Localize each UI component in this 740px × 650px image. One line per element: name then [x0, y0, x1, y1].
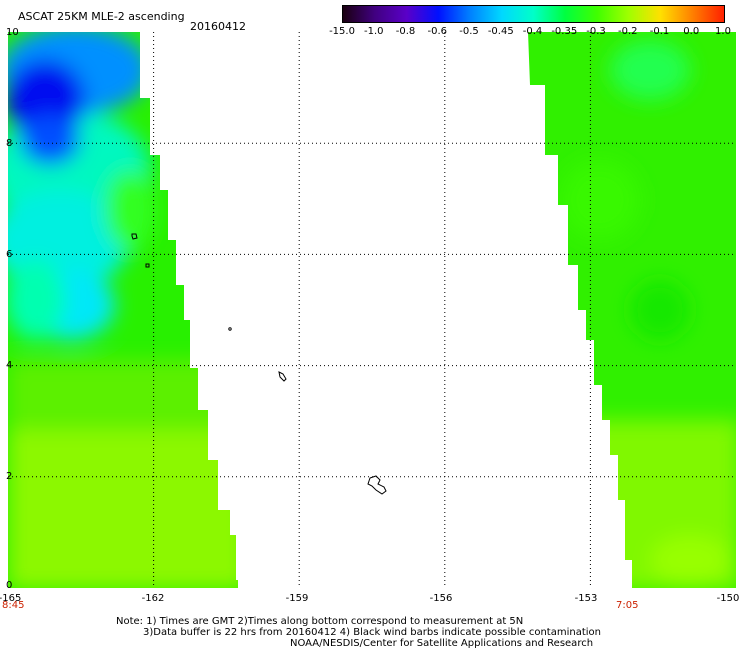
colorbar-label: -15.0: [329, 26, 355, 37]
island-outline: [228, 327, 232, 331]
colorbar-label: -0.2: [617, 26, 638, 37]
colorbar-label: -0.35: [551, 26, 578, 37]
lat-label-6: 6: [6, 249, 13, 260]
note-line-1: Note: 1) Times are GMT 2)Times along bot…: [116, 616, 524, 627]
island-outline: [367, 475, 387, 495]
lat-label-4: 4: [6, 360, 13, 371]
islands: [131, 233, 387, 495]
map-date: 20160412: [190, 20, 246, 33]
note-line-2: 3)Data buffer is 22 hrs from 20160412 4)…: [143, 627, 601, 638]
lon-label-150: -150: [716, 593, 740, 604]
lat-label-2: 2: [6, 471, 13, 482]
lat-label-0: 0: [6, 580, 13, 591]
colorbar-label: -0.1: [649, 26, 670, 37]
lon-label-159: -159: [285, 593, 309, 604]
lat-label-10: 10: [6, 27, 19, 38]
lat-lon-grid: [8, 32, 736, 588]
colorbar-label: 1.0: [715, 26, 731, 37]
swath-time-left: 8:45: [2, 600, 25, 611]
lon-label-162: -162: [141, 593, 165, 604]
swath-time-right: 7:05: [616, 600, 639, 611]
colorbar-label: -1.0: [363, 26, 384, 37]
right-swath: [528, 32, 736, 588]
lon-label-153: -153: [574, 593, 598, 604]
colorbar-label: -0.3: [586, 26, 606, 37]
colorbar-label: -0.5: [459, 26, 479, 37]
lat-label-8: 8: [6, 138, 13, 149]
note-line-3: NOAA/NESDIS/Center for Satellite Applica…: [290, 638, 594, 649]
island-outline: [131, 233, 138, 240]
map-title: ASCAT 25KM MLE-2 ascending: [18, 10, 185, 23]
island-outline: [278, 371, 287, 382]
lon-label-156: -156: [429, 593, 453, 604]
colorbar-label: -0.8: [395, 26, 416, 37]
colorbar: [342, 5, 725, 23]
colorbar-label: -0.6: [427, 26, 448, 37]
colorbar-label: 0.0: [683, 26, 700, 37]
island-outline: [145, 263, 150, 268]
left-swath: [8, 32, 238, 588]
colorbar-label: -0.45: [487, 26, 514, 37]
lon-label-165: -165: [0, 593, 22, 604]
colorbar-label: -0.4: [522, 26, 543, 37]
